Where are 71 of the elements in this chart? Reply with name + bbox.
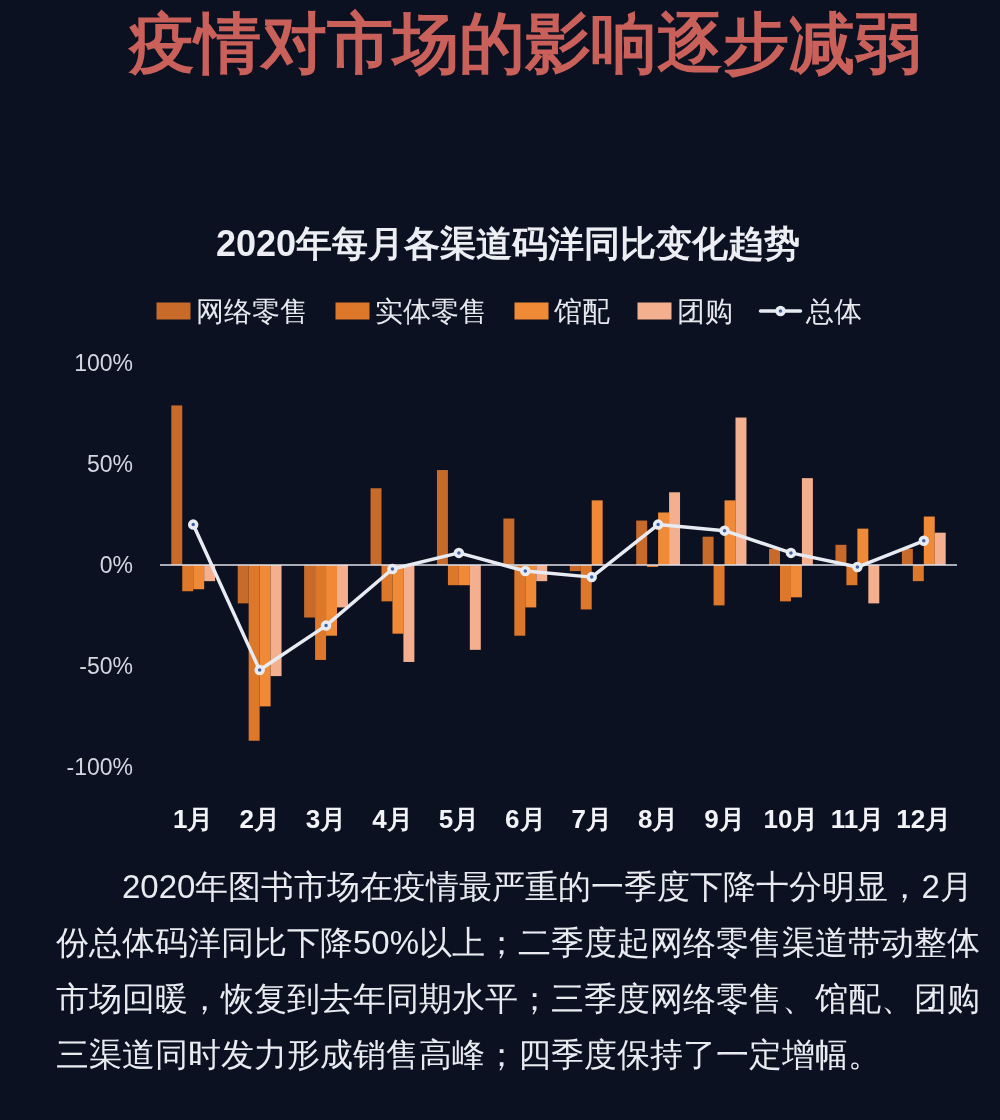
y-tick-label: 100% xyxy=(74,350,133,376)
point xyxy=(586,571,597,583)
x-tick-label: 10月 xyxy=(763,804,819,834)
bar xyxy=(458,565,470,586)
x-tick-label: 9月 xyxy=(704,804,745,834)
point xyxy=(320,620,332,631)
bar xyxy=(304,565,316,618)
x-tick-label: 5月 xyxy=(438,804,480,834)
chart-subtitle: 2020年每月各渠道码洋同比变化趋势 xyxy=(215,223,801,264)
legend-label: 馆配 xyxy=(552,296,610,327)
point xyxy=(785,547,797,559)
legend-label: 总体 xyxy=(804,296,862,327)
point xyxy=(254,664,265,676)
bar xyxy=(171,405,183,565)
x-tick-label: 3月 xyxy=(305,804,347,834)
y-tick-label: -100% xyxy=(66,754,133,780)
bar xyxy=(248,565,260,741)
bar xyxy=(503,518,515,565)
bar xyxy=(923,516,935,565)
point xyxy=(652,519,664,530)
x-tick-label: 8月 xyxy=(637,804,679,834)
bar xyxy=(901,548,913,565)
bar xyxy=(392,565,404,634)
chart-title: 疫情对市场的影响逐步减弱 xyxy=(127,6,921,80)
bar xyxy=(857,528,869,565)
bar xyxy=(801,478,813,565)
bar xyxy=(591,500,603,565)
legend-label: 实体零售 xyxy=(374,296,487,327)
bar xyxy=(912,565,924,582)
bar xyxy=(259,565,271,707)
bar xyxy=(868,565,880,604)
x-tick-label: 12月 xyxy=(896,804,952,834)
x-tick-label: 4月 xyxy=(372,804,413,834)
bar xyxy=(514,565,526,636)
bar xyxy=(403,565,415,662)
x-tick-label: 2月 xyxy=(239,804,280,834)
bar xyxy=(237,565,249,604)
bar xyxy=(337,565,348,608)
point xyxy=(852,561,863,573)
bar xyxy=(326,565,337,636)
text: 2020年图书市场在疫情最严重的一季度下降十分明显，2月份总体码洋同比下降50%以上；二季度起网络零售渠道带动整体市场回暖，恢复到去年同期水平；三季度网络零售、馆配、团购三渠道同时发力形成销售高峰；四季度保持了一定增幅。 xyxy=(56,867,982,1075)
point xyxy=(187,519,199,530)
bar xyxy=(436,470,448,565)
bar xyxy=(447,565,459,586)
point xyxy=(918,535,930,547)
y-tick-label: 0% xyxy=(99,552,133,578)
point xyxy=(719,525,730,536)
bar xyxy=(790,565,802,598)
point xyxy=(453,547,465,559)
bar xyxy=(780,565,791,602)
point xyxy=(387,563,398,575)
bar xyxy=(370,488,382,565)
bar xyxy=(182,565,194,592)
y-tick-label: -50% xyxy=(79,653,133,679)
bar xyxy=(270,565,282,677)
bar xyxy=(469,565,481,650)
y-tick-label: 50% xyxy=(86,451,133,477)
x-tick-label: 7月 xyxy=(571,804,612,834)
bar xyxy=(193,565,205,590)
legend-label: 网络零售 xyxy=(195,296,308,327)
x-tick-label: 6月 xyxy=(505,804,546,834)
bar xyxy=(934,532,946,565)
bar xyxy=(724,500,736,565)
x-tick-label: 1月 xyxy=(172,804,214,834)
bar xyxy=(669,492,681,565)
bar xyxy=(315,565,327,660)
bar xyxy=(713,565,725,606)
legend-label: 团购 xyxy=(676,296,733,327)
point xyxy=(520,565,531,577)
x-tick-label: 11月 xyxy=(830,804,885,834)
bar xyxy=(702,536,714,565)
